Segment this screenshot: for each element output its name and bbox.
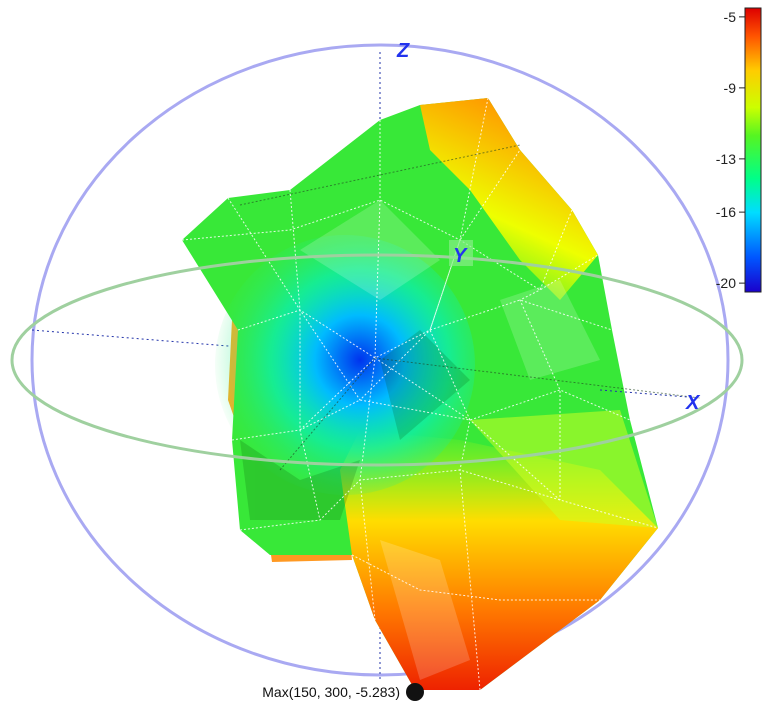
colorbar: -5 -9 -13 -16 -20 <box>716 7 762 293</box>
colorbar-tick-label: -20 <box>716 275 736 291</box>
colorbar-gradient <box>744 7 762 293</box>
y-axis-label-bg <box>449 240 473 266</box>
surface-mesh <box>181 97 659 691</box>
z-axis-label: Z <box>396 40 410 62</box>
colorbar-tick-label: -9 <box>724 80 737 96</box>
max-marker-label: Max(150, 300, -5.283) <box>262 684 400 700</box>
x-axis-label: X <box>685 392 701 414</box>
sphere-outline <box>30 43 730 677</box>
colorbar-tick-label: -13 <box>716 151 736 167</box>
surface <box>181 97 701 691</box>
axis-lines-front <box>599 389 701 399</box>
colorbar-tick-label: -5 <box>724 9 737 25</box>
y-axis-label: Y <box>453 245 468 267</box>
colorbar-tick-label: -16 <box>716 204 736 220</box>
max-marker[interactable] <box>406 683 424 701</box>
equator-ring <box>10 253 744 467</box>
